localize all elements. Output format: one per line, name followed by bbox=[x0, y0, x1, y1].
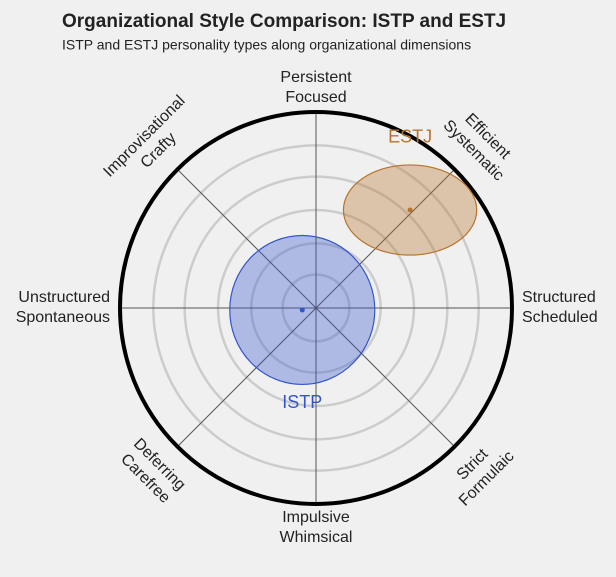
type-label: ESTJ bbox=[388, 127, 432, 147]
axis-label-line: Unstructured bbox=[18, 289, 110, 306]
axis-label-line: Spontaneous bbox=[16, 309, 110, 326]
axis-label-line: Scheduled bbox=[522, 309, 598, 326]
chart-subtitle: ISTP and ESTJ personality types along or… bbox=[62, 37, 471, 53]
spoke bbox=[315, 307, 455, 447]
axis-label-line: Focused bbox=[285, 89, 346, 106]
spoke bbox=[315, 169, 455, 309]
axis-label-line: Impulsive bbox=[282, 509, 350, 526]
chart-title: Organizational Style Comparison: ISTP an… bbox=[62, 11, 506, 32]
axis-label: Persistent Focused bbox=[280, 69, 352, 106]
type-center bbox=[299, 307, 305, 313]
axis-label-line: Structured bbox=[522, 289, 596, 306]
type-center bbox=[407, 207, 413, 213]
axis-label: Structured Scheduled bbox=[522, 289, 598, 326]
outer-ring bbox=[118, 110, 514, 506]
type-label: ISTP bbox=[282, 392, 322, 412]
spoke bbox=[177, 169, 317, 309]
spoke bbox=[177, 307, 317, 447]
axis-label-line: Persistent bbox=[280, 69, 352, 86]
axis-label-line: Whimsical bbox=[280, 529, 353, 546]
axis-label: Impulsive Whimsical bbox=[280, 509, 353, 546]
axis-label: Unstructured Spontaneous bbox=[16, 289, 110, 326]
